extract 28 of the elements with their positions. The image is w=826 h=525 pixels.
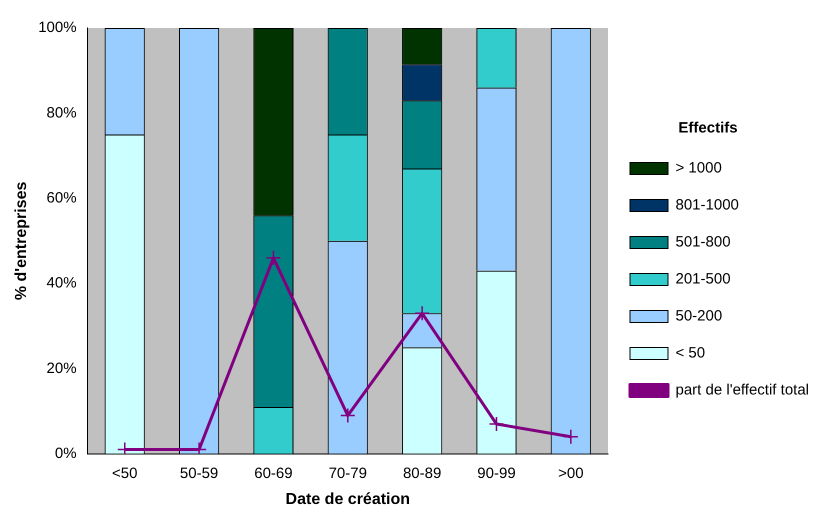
y-axis-title: % d'entreprises xyxy=(13,182,30,300)
point xyxy=(266,250,282,266)
y-tick-label: 80% xyxy=(46,104,77,122)
x-tick-label: 60-69 xyxy=(254,464,293,482)
legend-title: Effectifs xyxy=(678,120,738,137)
legend-label: part de l'effectif total xyxy=(676,382,809,399)
x-tick-label: 70-79 xyxy=(328,464,367,482)
y-tick-label: 60% xyxy=(46,189,77,206)
x-tick-label: 80-89 xyxy=(402,464,442,482)
point xyxy=(563,429,579,445)
legend-label: 801-1000 xyxy=(676,196,739,214)
legend-label: 501-800 xyxy=(676,234,731,251)
x-tick-label: <50 xyxy=(112,464,138,482)
y-tick-label: 40% xyxy=(46,274,77,292)
x-axis-title: Date de création xyxy=(286,490,410,508)
legend-label: 50-200 xyxy=(676,308,722,325)
point xyxy=(340,408,356,424)
legend-label: > 1000 xyxy=(676,160,722,177)
point xyxy=(414,306,430,322)
x-tick-label: >00 xyxy=(558,464,584,482)
legend-label: 201-500 xyxy=(676,270,731,288)
x-tick-label: 90-99 xyxy=(477,464,516,482)
x-tick-label: 50-59 xyxy=(180,464,218,482)
legend-label: < 50 xyxy=(676,344,706,362)
y-tick-label: 20% xyxy=(46,360,77,377)
y-tick-label: 0% xyxy=(54,444,77,462)
y-tick-label: 100% xyxy=(38,19,77,36)
point xyxy=(488,416,504,432)
